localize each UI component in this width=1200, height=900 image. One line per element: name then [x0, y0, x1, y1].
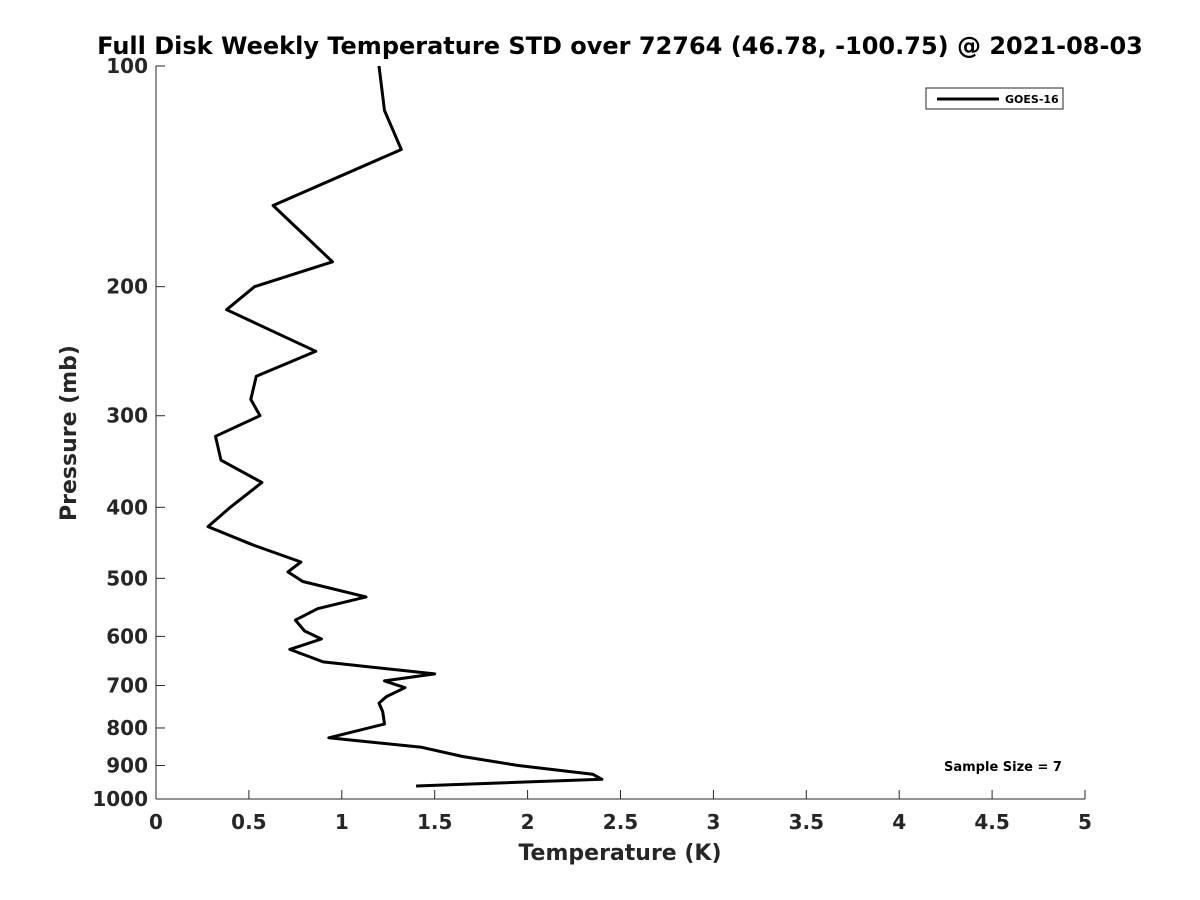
- x-tick-label: 4.5: [974, 810, 1009, 834]
- y-tick-label: 200: [106, 275, 148, 299]
- chart-title: Full Disk Weekly Temperature STD over 72…: [97, 32, 1143, 60]
- x-tick-label: 3: [706, 810, 720, 834]
- x-tick-label: 2.5: [603, 810, 638, 834]
- y-tick-label: 800: [106, 716, 148, 740]
- x-tick-label: 4: [892, 810, 906, 834]
- y-tick-label: 1000: [92, 787, 148, 811]
- x-tick-label: 0: [149, 810, 163, 834]
- y-tick-label: 100: [106, 54, 148, 78]
- y-tick-label: 500: [106, 566, 148, 590]
- x-tick-label: 5: [1078, 810, 1092, 834]
- x-tick-label: 1: [335, 810, 349, 834]
- series-line-goes16: [206, 65, 604, 788]
- y-tick-label: 400: [106, 495, 148, 519]
- y-tick-label: 900: [106, 753, 148, 777]
- legend-label: GOES-16: [1005, 93, 1059, 106]
- y-axis-label: Pressure (mb): [57, 345, 82, 521]
- y-tick-label: 300: [106, 404, 148, 428]
- x-tick-label: 1.5: [417, 810, 452, 834]
- legend: GOES-16: [925, 87, 1064, 110]
- x-axis-label: Temperature (K): [518, 841, 721, 866]
- x-tick-label: 0.5: [231, 810, 266, 834]
- y-tick-label: 700: [106, 673, 148, 697]
- ticks: 0 0.5 1 1.5 2 2.5 3 3.5 4 4.5 5 100 200 300 400 500 600 7…: [92, 54, 1092, 834]
- axes: [155, 66, 1085, 800]
- y-tick-label: 600: [106, 624, 148, 648]
- x-tick-label: 2: [521, 810, 535, 834]
- sample-size-annotation: Sample Size = 7: [944, 760, 1062, 775]
- x-tick-label: 3.5: [789, 810, 824, 834]
